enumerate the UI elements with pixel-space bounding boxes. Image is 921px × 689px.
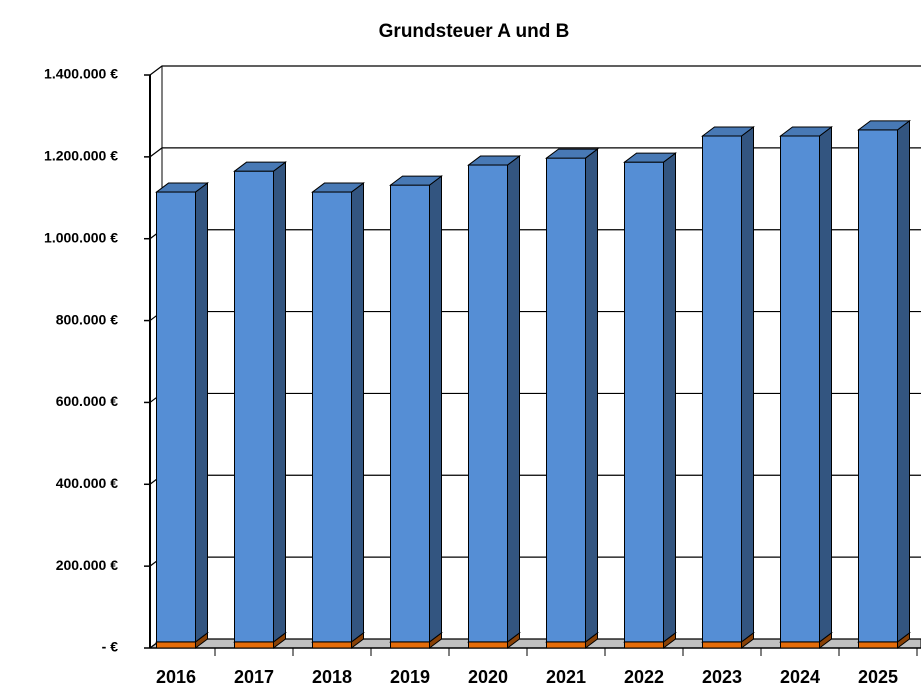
y-tick-label: 200.000 € [56,557,118,573]
bar-segment [546,157,586,643]
bar-segment [468,641,508,649]
bar-side [273,161,286,643]
bar-segment [234,170,274,643]
bar-side [585,148,598,643]
x-tick-label: 2018 [312,667,352,687]
bar-segment [702,135,742,643]
x-tick-label: 2025 [858,667,898,687]
bar-segment [858,641,898,649]
bar-side [741,125,754,643]
bar-side [897,119,910,643]
y-tick-label: 1.400.000 € [44,66,118,82]
bar-segment [390,184,430,643]
bar-top [700,126,756,137]
bar-segment [546,641,586,649]
x-tick-label: 2016 [156,667,196,687]
y-tick-label: 1.200.000 € [44,148,118,164]
bar-segment [702,641,742,649]
y-tick-label: 600.000 € [56,393,118,409]
bar-segment [624,641,664,649]
bar-segment [312,191,352,643]
y-tick-label: 1.000.000 € [44,229,118,245]
bar-top [467,155,521,166]
x-tick-label: 2020 [468,667,508,687]
x-tick-label: 2022 [624,667,664,687]
bar-top [623,152,677,163]
bar-segment [156,191,196,643]
chart-title: Grundsteuer A und B [379,21,570,42]
bar-segment [156,641,196,649]
bar-side [663,152,676,643]
bar-segment [780,641,820,649]
x-tick-label: 2024 [780,667,820,687]
bar-segment [234,641,274,649]
bar-side [429,175,442,643]
bar-segment [390,641,430,649]
x-tick-label: 2017 [234,667,274,687]
bar-top [389,175,443,186]
y-tick-label: - € [102,639,119,655]
bar-top [778,126,834,137]
bar-top [857,120,911,131]
y-tick-label: 400.000 € [56,475,118,491]
bar-segment [780,135,820,643]
bar-top [311,182,365,193]
grid-line [149,147,921,158]
bar-segment [858,129,898,643]
bar-top [545,148,599,159]
bar-side [507,155,520,643]
bar-side [819,125,832,643]
bar-top [233,161,287,172]
bar-top [155,182,209,193]
bar-side [195,182,208,643]
bar-segment [468,164,508,643]
x-tick-label: 2023 [702,667,742,687]
x-tick-label: 2019 [390,667,430,687]
bar-side [351,182,364,643]
bar-segment [312,641,352,649]
y-tick-label: 800.000 € [56,311,118,327]
bar-segment [624,161,664,643]
grid-line [149,65,921,76]
x-tick-label: 2021 [546,667,586,687]
